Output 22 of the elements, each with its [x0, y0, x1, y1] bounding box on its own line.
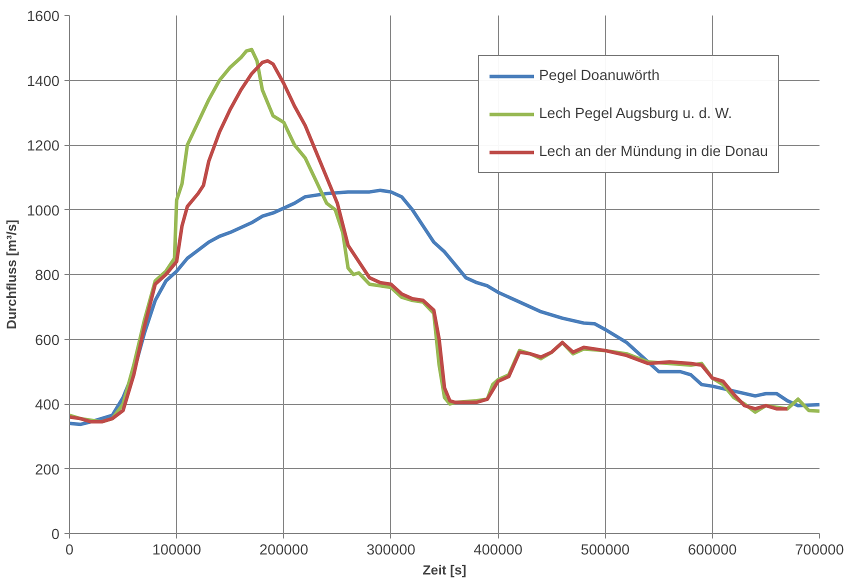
y-tick-label: 0	[51, 527, 60, 543]
legend-label: Lech Pegel Augsburg u. d. W.	[539, 106, 732, 122]
y-tick-label: 800	[35, 268, 60, 284]
y-tick-label: 400	[35, 398, 60, 414]
x-tick-label: 0	[65, 542, 74, 558]
x-tick-label: 700000	[795, 542, 844, 558]
y-axis-title: Durchfluss [m³/s]	[4, 220, 19, 330]
y-tick-label: 1400	[26, 74, 60, 90]
legend-label: Lech an der Mündung in die Donau	[539, 144, 768, 160]
x-tick-label: 200000	[259, 542, 308, 558]
y-tick-label: 1200	[26, 138, 60, 154]
x-tick-label: 600000	[688, 542, 737, 558]
x-tick-label: 400000	[474, 542, 523, 558]
y-tick-label: 1000	[26, 203, 60, 220]
x-tick-label: 500000	[580, 542, 630, 558]
x-tick-label: 100000	[152, 542, 202, 558]
y-tick-label: 600	[35, 332, 60, 349]
y-tick-label: 200	[35, 462, 60, 478]
x-axis-title: Zeit [s]	[422, 562, 466, 578]
legend-label: Pegel Doanuwörth	[539, 68, 660, 84]
x-tick-label: 300000	[366, 542, 416, 558]
y-tick-label: 1600	[26, 9, 60, 25]
